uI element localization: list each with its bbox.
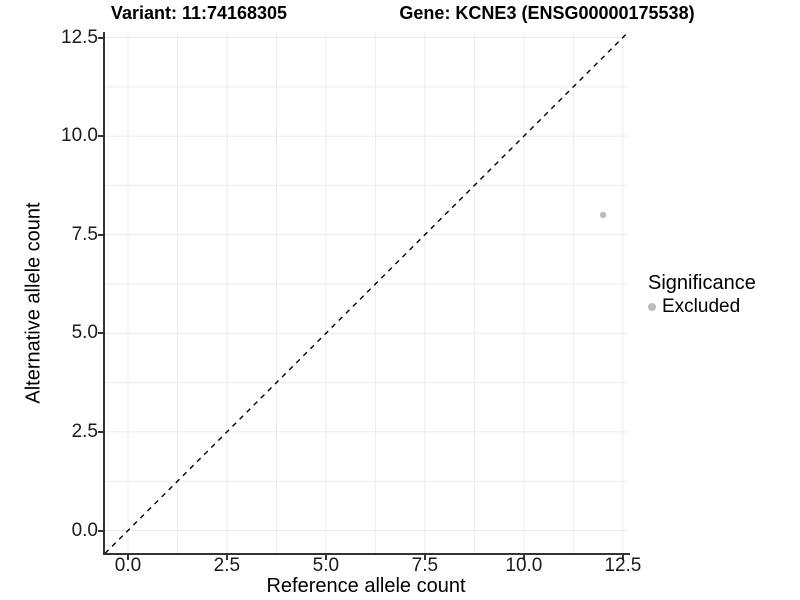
x-axis-line xyxy=(103,553,630,555)
y-tick-mark xyxy=(98,529,103,532)
x-tick-mark xyxy=(324,555,327,560)
variant-title: Variant: 11:74168305 xyxy=(110,3,288,23)
legend-point-icon xyxy=(648,303,656,311)
legend-item: Excluded xyxy=(646,297,756,317)
x-tick-label: 12.5 xyxy=(604,555,642,576)
plot-canvas xyxy=(105,32,628,553)
legend: Significance Excluded xyxy=(646,272,756,317)
x-tick-mark xyxy=(225,555,228,560)
x-tick-label: 2.5 xyxy=(213,555,241,576)
x-tick-mark xyxy=(127,555,129,560)
legend-item-label: Excluded xyxy=(662,296,741,317)
y-tick-mark xyxy=(98,36,103,39)
x-axis-title: Reference allele count xyxy=(266,575,466,597)
x-tick-label: 0.0 xyxy=(114,555,142,576)
x-tick-mark xyxy=(423,555,426,560)
y-tick-label: 2.5 xyxy=(71,420,98,442)
x-tick-mark xyxy=(621,555,624,560)
x-tick-label: 5.0 xyxy=(312,555,340,576)
y-tick-mark xyxy=(98,430,103,433)
y-axis-title: Alternative allele count xyxy=(22,202,45,404)
y-tick-label: 5.0 xyxy=(71,322,98,344)
data-point xyxy=(599,211,607,219)
x-tick-label: 7.5 xyxy=(411,555,439,576)
legend-items: Excluded xyxy=(646,297,756,317)
y-tick-mark xyxy=(98,135,103,138)
y-tick-mark xyxy=(98,332,103,335)
y-tick-label: 0.0 xyxy=(71,519,98,541)
y-tick-label: 7.5 xyxy=(71,223,98,245)
y-tick-label: 10.0 xyxy=(61,125,98,147)
y-axis-line xyxy=(103,32,105,555)
x-tick-mark xyxy=(522,555,525,560)
legend-title: Significance xyxy=(648,272,756,294)
x-tick-label: 10.0 xyxy=(505,555,543,576)
gene-title: Gene: KCNE3 (ENSG00000175538) xyxy=(399,3,695,23)
y-tick-mark xyxy=(98,233,103,236)
y-tick-label: 12.5 xyxy=(61,26,98,48)
identity-line xyxy=(105,32,628,553)
plot-panel xyxy=(105,32,628,553)
